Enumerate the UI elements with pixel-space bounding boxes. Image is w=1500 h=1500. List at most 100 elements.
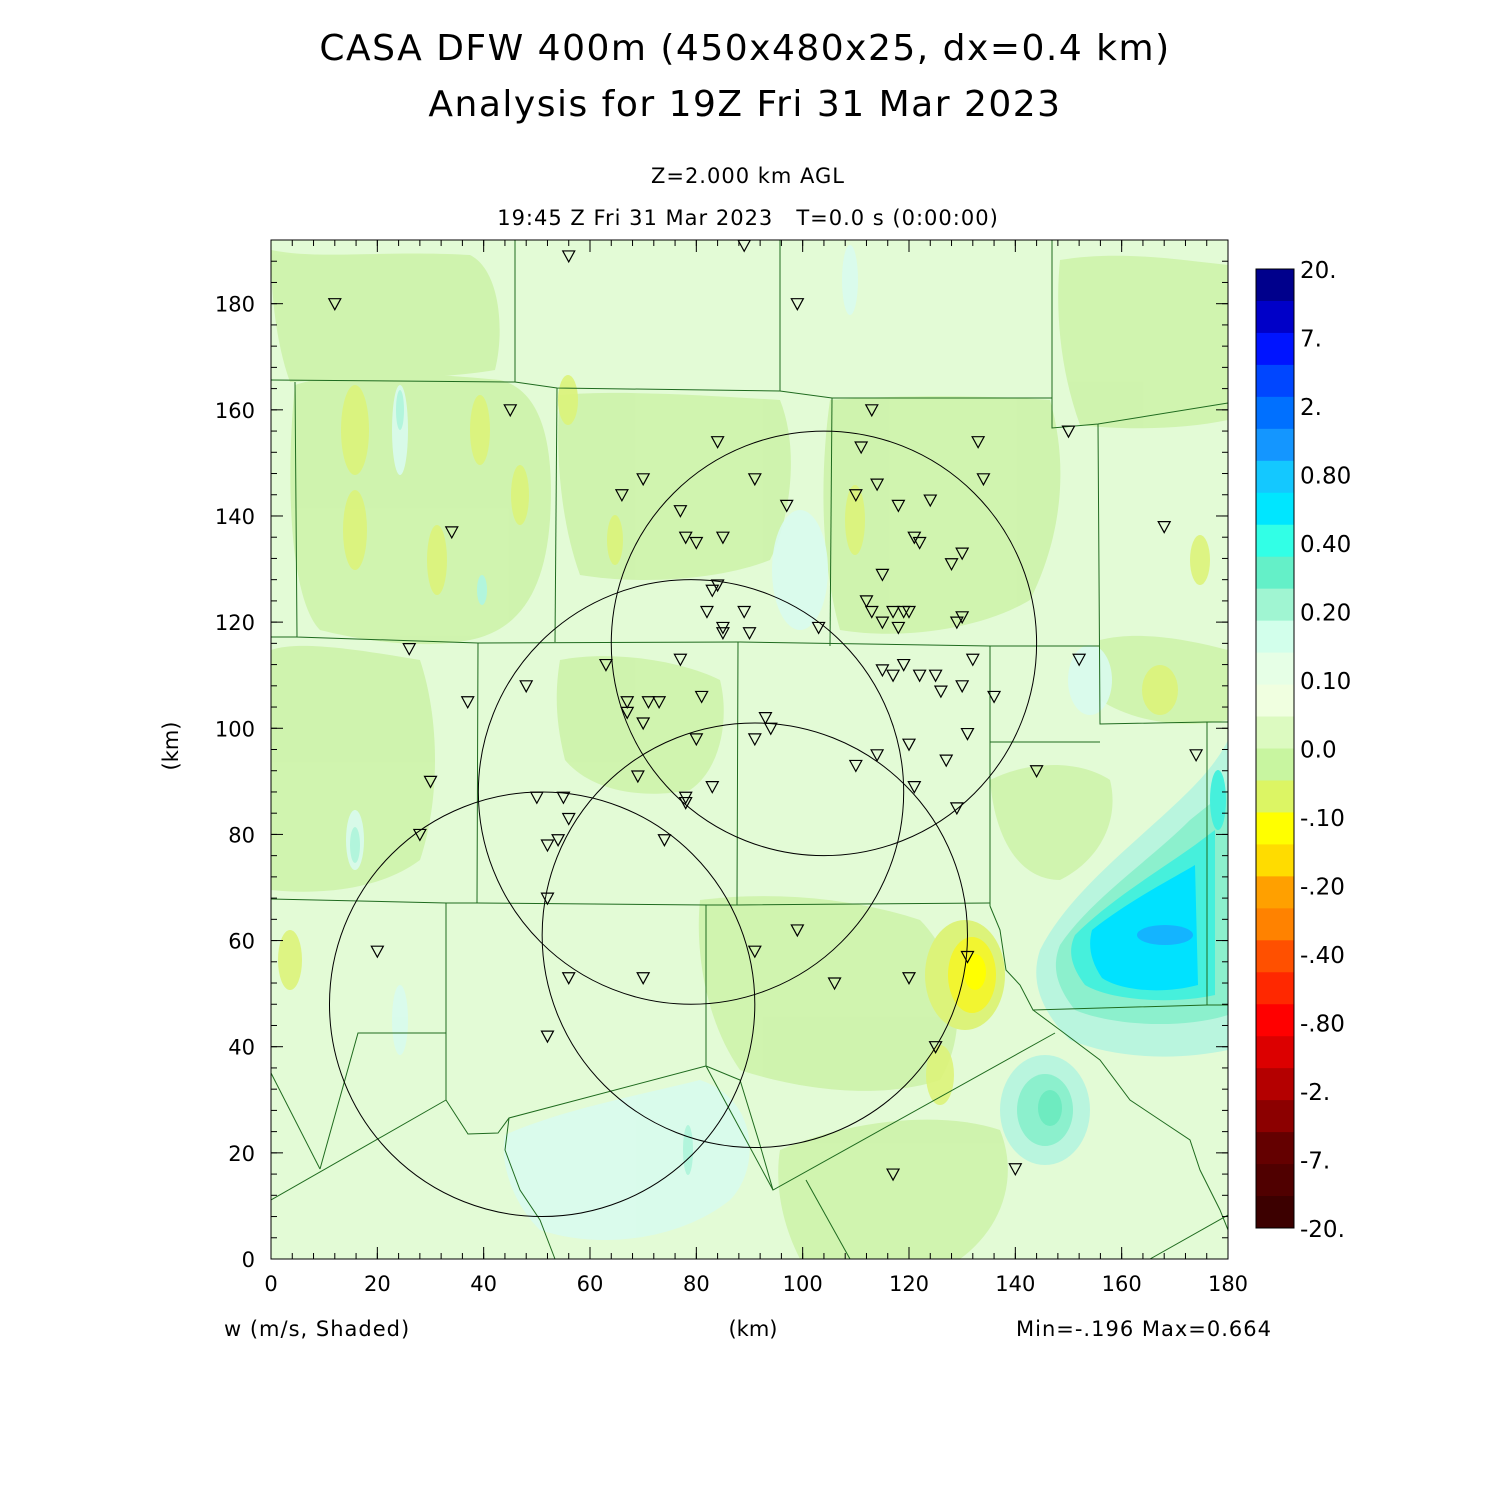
colorbar-segment	[1256, 972, 1294, 1005]
station-marker	[641, 696, 656, 709]
colorbar-label: -.20	[1300, 875, 1345, 901]
colorbar-segment	[1256, 588, 1294, 622]
colorbar-label: 0.0	[1300, 738, 1337, 764]
station-marker	[1157, 520, 1172, 534]
station-marker	[960, 727, 975, 741]
colorbar-segment	[1256, 940, 1294, 973]
strong-downdraft-cell	[925, 920, 1005, 1030]
station-marker	[630, 770, 645, 784]
colorbar-segment	[1256, 524, 1294, 558]
station-marker	[790, 924, 805, 938]
y-tick-label: 40	[228, 1036, 255, 1060]
station-marker	[636, 717, 651, 731]
colorbar-label: -20.	[1300, 1217, 1345, 1243]
figure-title-line1: CASA DFW 400m (450x480x25, dx=0.4 km)	[319, 28, 1170, 69]
observation-stations	[327, 240, 1204, 1182]
station-marker	[699, 605, 714, 619]
station-marker	[987, 690, 1002, 704]
y-tick-label: 140	[215, 505, 255, 529]
station-marker	[886, 605, 901, 619]
station-marker	[715, 531, 730, 545]
radar-ring	[610, 430, 1038, 857]
station-marker	[949, 802, 964, 816]
station-marker	[976, 473, 991, 487]
x-tick-label: 60	[577, 1272, 604, 1296]
station-marker	[875, 664, 890, 678]
station-marker	[678, 531, 693, 545]
station-marker	[742, 627, 757, 640]
y-tick-label: 20	[228, 1142, 255, 1166]
station-marker	[848, 759, 863, 773]
x-axis-title: (km)	[728, 1317, 777, 1341]
colorbar-segment	[1256, 364, 1294, 398]
station-marker	[614, 489, 629, 503]
colorbar-segment	[1256, 908, 1294, 941]
y-tick-label: 60	[228, 930, 255, 954]
colorbar-segment	[1256, 748, 1294, 781]
station-marker	[827, 977, 842, 991]
x-tick-label: 80	[683, 1272, 710, 1296]
station-marker	[561, 812, 576, 826]
station-marker	[1072, 653, 1087, 667]
plot-field	[271, 240, 1228, 1259]
colorbar-segment	[1256, 1164, 1294, 1197]
station-marker	[955, 680, 970, 694]
station-marker	[747, 473, 762, 487]
colorbar-segment	[1256, 1068, 1294, 1101]
station-marker	[971, 436, 986, 449]
station-marker	[955, 547, 970, 561]
colorbar-segment	[1256, 1036, 1294, 1069]
station-marker	[928, 1041, 943, 1054]
station-marker	[370, 945, 385, 959]
station-marker	[859, 595, 874, 609]
station-marker	[402, 643, 417, 656]
station-marker	[689, 536, 704, 550]
colorbar-label: -.80	[1300, 1012, 1345, 1038]
colorbar-segment	[1256, 332, 1294, 366]
colorbar-segment	[1256, 1100, 1294, 1133]
station-marker	[955, 611, 970, 625]
colorbar-label: -7.	[1300, 1149, 1330, 1175]
station-marker	[689, 733, 704, 747]
station-marker	[886, 669, 901, 683]
station-marker	[444, 526, 459, 540]
station-marker	[636, 473, 651, 487]
station-marker	[1029, 765, 1044, 778]
station-marker	[620, 706, 635, 720]
station-marker	[561, 250, 576, 264]
min-max-label: Min=-.196 Max=0.664	[1016, 1317, 1272, 1341]
colorbar-label: 0.80	[1300, 464, 1351, 490]
colorbar-segment	[1256, 269, 1294, 302]
station-marker	[412, 828, 427, 842]
x-tick-label: 0	[264, 1272, 277, 1296]
station-marker	[960, 950, 975, 964]
station-marker	[1061, 425, 1076, 439]
station-marker	[540, 839, 555, 853]
colorbar-segment	[1256, 684, 1294, 718]
station-marker	[923, 494, 938, 508]
county-boundaries	[271, 240, 1228, 1259]
level-label: Z=2.000 km AGL	[651, 164, 845, 188]
station-marker	[896, 658, 911, 672]
station-marker	[551, 834, 566, 847]
x-tick-label: 160	[1102, 1272, 1142, 1296]
colorbar-label: 0.20	[1300, 601, 1351, 627]
station-marker	[556, 791, 571, 805]
station-marker	[598, 658, 613, 672]
station-marker	[901, 605, 917, 619]
station-marker	[737, 605, 752, 619]
station-marker	[529, 791, 544, 805]
colorbar-segment	[1256, 1004, 1294, 1037]
x-tick-label: 140	[995, 1272, 1035, 1296]
colorbar-label: 2.	[1300, 395, 1322, 421]
moderate-downdraft-streaks	[278, 375, 1210, 1105]
updraft-cell-south	[1000, 1055, 1090, 1165]
station-marker	[949, 616, 964, 630]
colorbar-segment	[1256, 300, 1294, 334]
station-marker	[901, 738, 917, 752]
station-marker	[848, 489, 863, 503]
colorbar-segment	[1256, 620, 1294, 654]
station-marker	[901, 972, 917, 985]
station-marker	[694, 690, 709, 704]
